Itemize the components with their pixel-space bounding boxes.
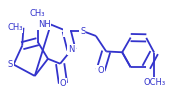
Text: CH₃: CH₃ <box>30 9 45 18</box>
Text: S: S <box>7 60 13 69</box>
Text: O: O <box>97 66 104 75</box>
Text: OCH₃: OCH₃ <box>143 78 165 88</box>
Text: N: N <box>68 45 75 54</box>
Text: CH₃: CH₃ <box>7 23 23 32</box>
Text: NH: NH <box>38 20 50 29</box>
Text: S: S <box>80 27 85 36</box>
Text: O: O <box>60 79 66 88</box>
